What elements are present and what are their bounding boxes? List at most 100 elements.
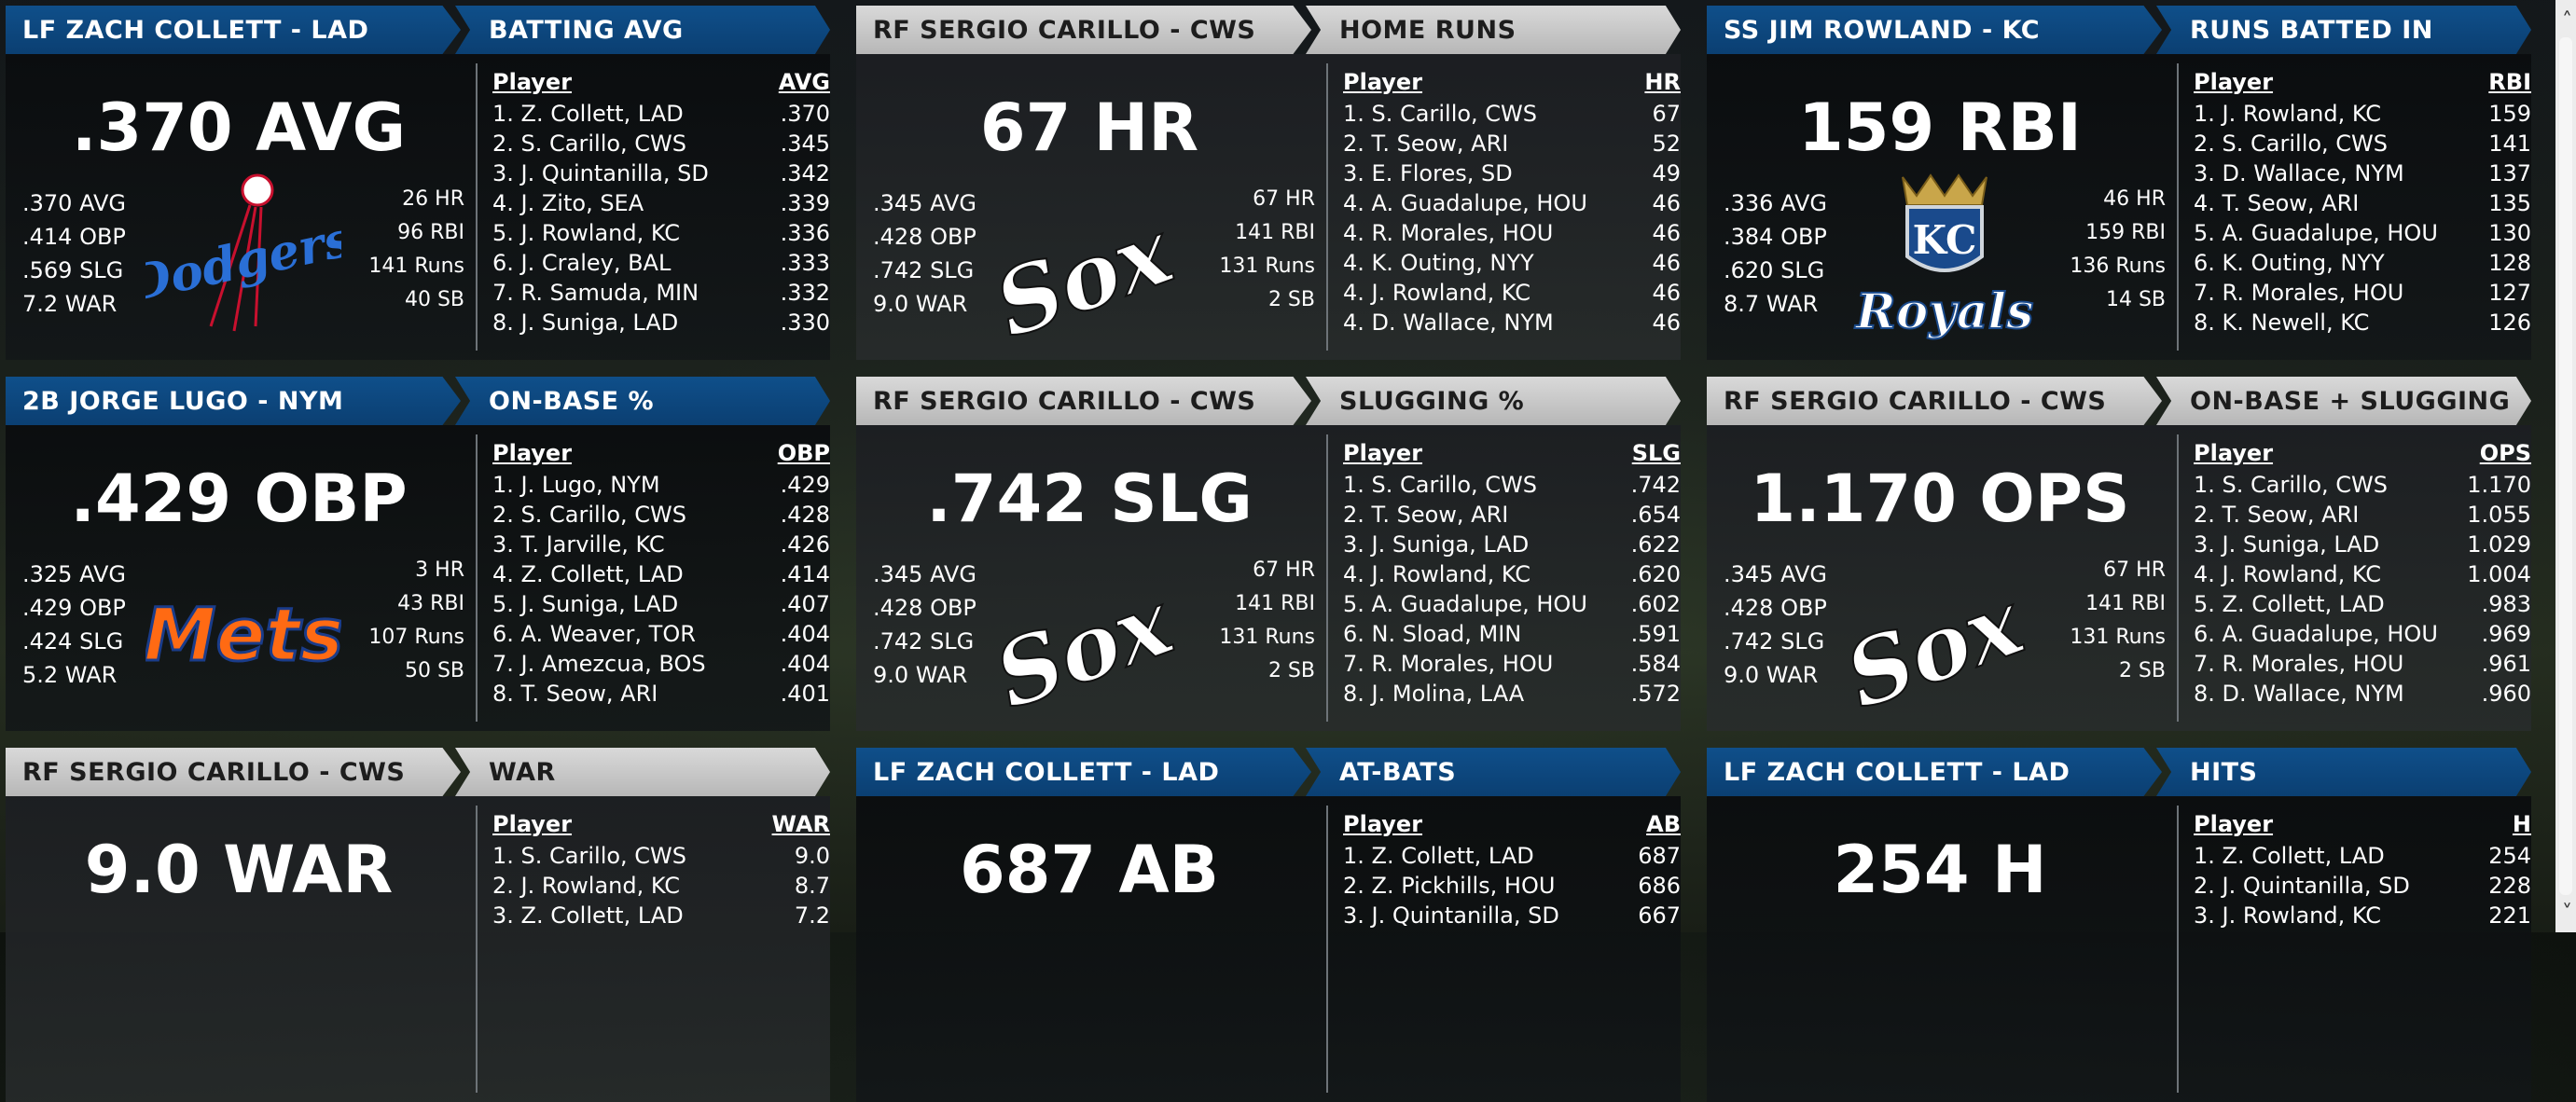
table-row: 4. K. Outing, NYY 46 — [1343, 250, 1681, 280]
leader-value: 126 — [2488, 310, 2531, 336]
leader-name: 4. K. Outing, NYY — [1343, 250, 1534, 276]
leader-name: 2. J. Rowland, KC — [492, 873, 681, 899]
table-row: 3. E. Flores, SD 49 — [1343, 160, 1681, 190]
leader-value: 254 — [2488, 843, 2531, 869]
leader-value: .332 — [780, 280, 830, 306]
divider — [476, 434, 478, 722]
stat-category-header: BATTING AVG — [455, 6, 830, 54]
table-row: 1. Z. Collett, LAD 254 — [2194, 843, 2531, 873]
featured-stat: .742 SLG — [926, 461, 1253, 537]
logo-wordmark: Royals — [1854, 283, 2034, 340]
leader-value: 8.7 — [794, 873, 830, 899]
leader-name: 5. A. Guadalupe, HOU — [2194, 220, 2438, 246]
stat-line: 141 RBI — [1235, 221, 1315, 244]
table-row: 1. S. Carillo, CWS 9.0 — [492, 843, 830, 873]
leaders-table: Player AB 1. Z. Collett, LAD 687 2. Z. Pickh… — [1343, 811, 1681, 932]
scrollbar[interactable]: ˄ ˅ — [2555, 0, 2576, 932]
table-row: 3. D. Wallace, NYM 137 — [2194, 160, 2531, 190]
table-row: 6. J. Craley, BAL .333 — [492, 250, 830, 280]
leader-value: 1.004 — [2467, 561, 2531, 587]
leader-value: .622 — [1630, 531, 1681, 558]
leader-name: 4. A. Guadalupe, HOU — [1343, 190, 1587, 216]
stat-line: .336 AVG — [1724, 190, 1827, 216]
player-stat-summary: .336 AVG .384 OBP .620 SLG 8.7 WAR — [1724, 186, 1827, 321]
stat-line: .424 SLG — [22, 628, 124, 654]
leader-name: 1. S. Carillo, CWS — [1343, 472, 1538, 498]
leader-name: 4. J. Zito, SEA — [492, 190, 644, 216]
leader-name: 8. K. Newell, KC — [2194, 310, 2370, 336]
leader-name: 1. Z. Collett, LAD — [492, 101, 684, 127]
mets-logo: Mets — [142, 593, 344, 680]
leader-card: .429 OBP .325 AVG .429 OBP .424 SLG 5.2 WAR 3… — [0, 377, 830, 731]
leader-value: .969 — [2481, 621, 2531, 647]
table-row: 4. J. Rowland, KC 46 — [1343, 280, 1681, 310]
leader-value: 127 — [2488, 280, 2531, 306]
stat-line: .742 SLG — [1724, 628, 1825, 654]
table-row: 5. J. Suniga, LAD .407 — [492, 591, 830, 621]
leader-name: 6. A. Weaver, TOR — [492, 621, 696, 647]
chevron-down-icon[interactable]: ˅ — [2562, 902, 2572, 925]
leader-card: 687 AB Player AB 1. Z. Collett, LAD 687 2. Z.… — [851, 748, 1681, 1102]
leader-value: 46 — [1652, 310, 1681, 336]
table-row: 7. R. Morales, HOU .584 — [1343, 651, 1681, 681]
leaders-table-header: Player OBP — [492, 440, 830, 472]
stat-line: .345 AVG — [873, 561, 976, 587]
stat-line: .428 OBP — [873, 595, 976, 621]
table-row: 8. T. Seow, ARI .401 — [492, 681, 830, 710]
stat-category-header: HOME RUNS — [1306, 6, 1681, 54]
leader-card: 1.170 OPS .345 AVG .428 OBP .742 SLG 9.0 WAR… — [1701, 377, 2531, 731]
team-logo: Sox — [981, 168, 1192, 359]
leader-name: 1. Z. Collett, LAD — [2194, 843, 2385, 869]
leader-name: 5. J. Rowland, KC — [492, 220, 681, 246]
player-counting-stats: 67 HR 141 RBI 131 Runs 2 SB — [2070, 554, 2166, 688]
featured-stat: .370 AVG — [71, 90, 407, 166]
card-body: .742 SLG .345 AVG .428 OBP .742 SLG 9.0 WAR 6… — [856, 425, 1681, 731]
table-row: 1. J. Rowland, KC 159 — [2194, 101, 2531, 131]
leader-value: 141 — [2488, 131, 2531, 157]
leaders-table: Player WAR 1. S. Carillo, CWS 9.0 2. J. Rowl… — [492, 811, 830, 932]
leader-value: .654 — [1630, 502, 1681, 528]
player-counting-stats: 46 HR 159 RBI 136 Runs 14 SB — [2070, 183, 2166, 317]
table-row: 6. K. Outing, NYY 128 — [2194, 250, 2531, 280]
stat-line: .345 AVG — [873, 190, 976, 216]
player-stat-summary: .345 AVG .428 OBP .742 SLG 9.0 WAR — [1724, 558, 1827, 692]
stat-line: 131 Runs — [1219, 255, 1315, 278]
leader-value: .960 — [2481, 681, 2531, 707]
leader-name: 7. R. Morales, HOU — [1343, 651, 1554, 677]
table-row: 2. J. Quintanilla, SD 228 — [2194, 873, 2531, 902]
leader-name: 1. J. Lugo, NYM — [492, 472, 660, 498]
stat-line: 8.7 WAR — [1724, 291, 1819, 317]
scrollbar-thumb[interactable] — [2559, 37, 2572, 895]
stat-line: .325 AVG — [22, 561, 126, 587]
leader-card: 159 RBI .336 AVG .384 OBP .620 SLG 8.7 WAR 46… — [1701, 6, 2531, 360]
leader-name: 6. K. Outing, NYY — [2194, 250, 2385, 276]
leader-name: 2. T. Seow, ARI — [1343, 131, 1509, 157]
leader-name: 2. S. Carillo, CWS — [2194, 131, 2389, 157]
stat-line: 141 RBI — [1235, 592, 1315, 615]
table-row: 7. R. Samuda, MIN .332 — [492, 280, 830, 310]
leaders-table-header: Player AVG — [492, 69, 830, 101]
column-header-player: Player — [2194, 440, 2274, 466]
stat-line: 40 SB — [404, 288, 464, 311]
table-row: 7. R. Morales, HOU 127 — [2194, 280, 2531, 310]
card-body: .370 AVG .370 AVG .414 OBP .569 SLG 7.2 WAR 2… — [6, 54, 830, 360]
logo-wordmark: Sox — [996, 198, 1186, 354]
player-counting-stats: 3 HR 43 RBI 107 Runs 50 SB — [368, 554, 464, 688]
leaders-table-header: Player OPS — [2194, 440, 2531, 472]
table-row: 5. Z. Collett, LAD .983 — [2194, 591, 2531, 621]
leader-card: 9.0 WAR Player WAR 1. S. Carillo, CWS 9.0 2. … — [0, 748, 830, 1102]
table-row: 3. Z. Collett, LAD 7.2 — [492, 902, 830, 932]
leader-card: .370 AVG .370 AVG .414 OBP .569 SLG 7.2 WAR 2… — [0, 6, 830, 360]
column-header-stat: WAR — [771, 811, 830, 837]
royals-logo: KC Royals — [1853, 173, 2034, 341]
chevron-up-icon[interactable]: ˄ — [2562, 9, 2572, 33]
team-logo — [1847, 910, 2043, 1096]
stat-line: .345 AVG — [1724, 561, 1827, 587]
divider — [1326, 434, 1328, 722]
divider — [1326, 63, 1328, 351]
leader-name: 1. S. Carillo, CWS — [1343, 101, 1538, 127]
column-header-stat: SLG — [1631, 440, 1681, 466]
table-row: 2. T. Seow, ARI .654 — [1343, 502, 1681, 531]
column-header-player: Player — [1343, 440, 1423, 466]
leader-name: 4. J. Rowland, KC — [1343, 280, 1531, 306]
